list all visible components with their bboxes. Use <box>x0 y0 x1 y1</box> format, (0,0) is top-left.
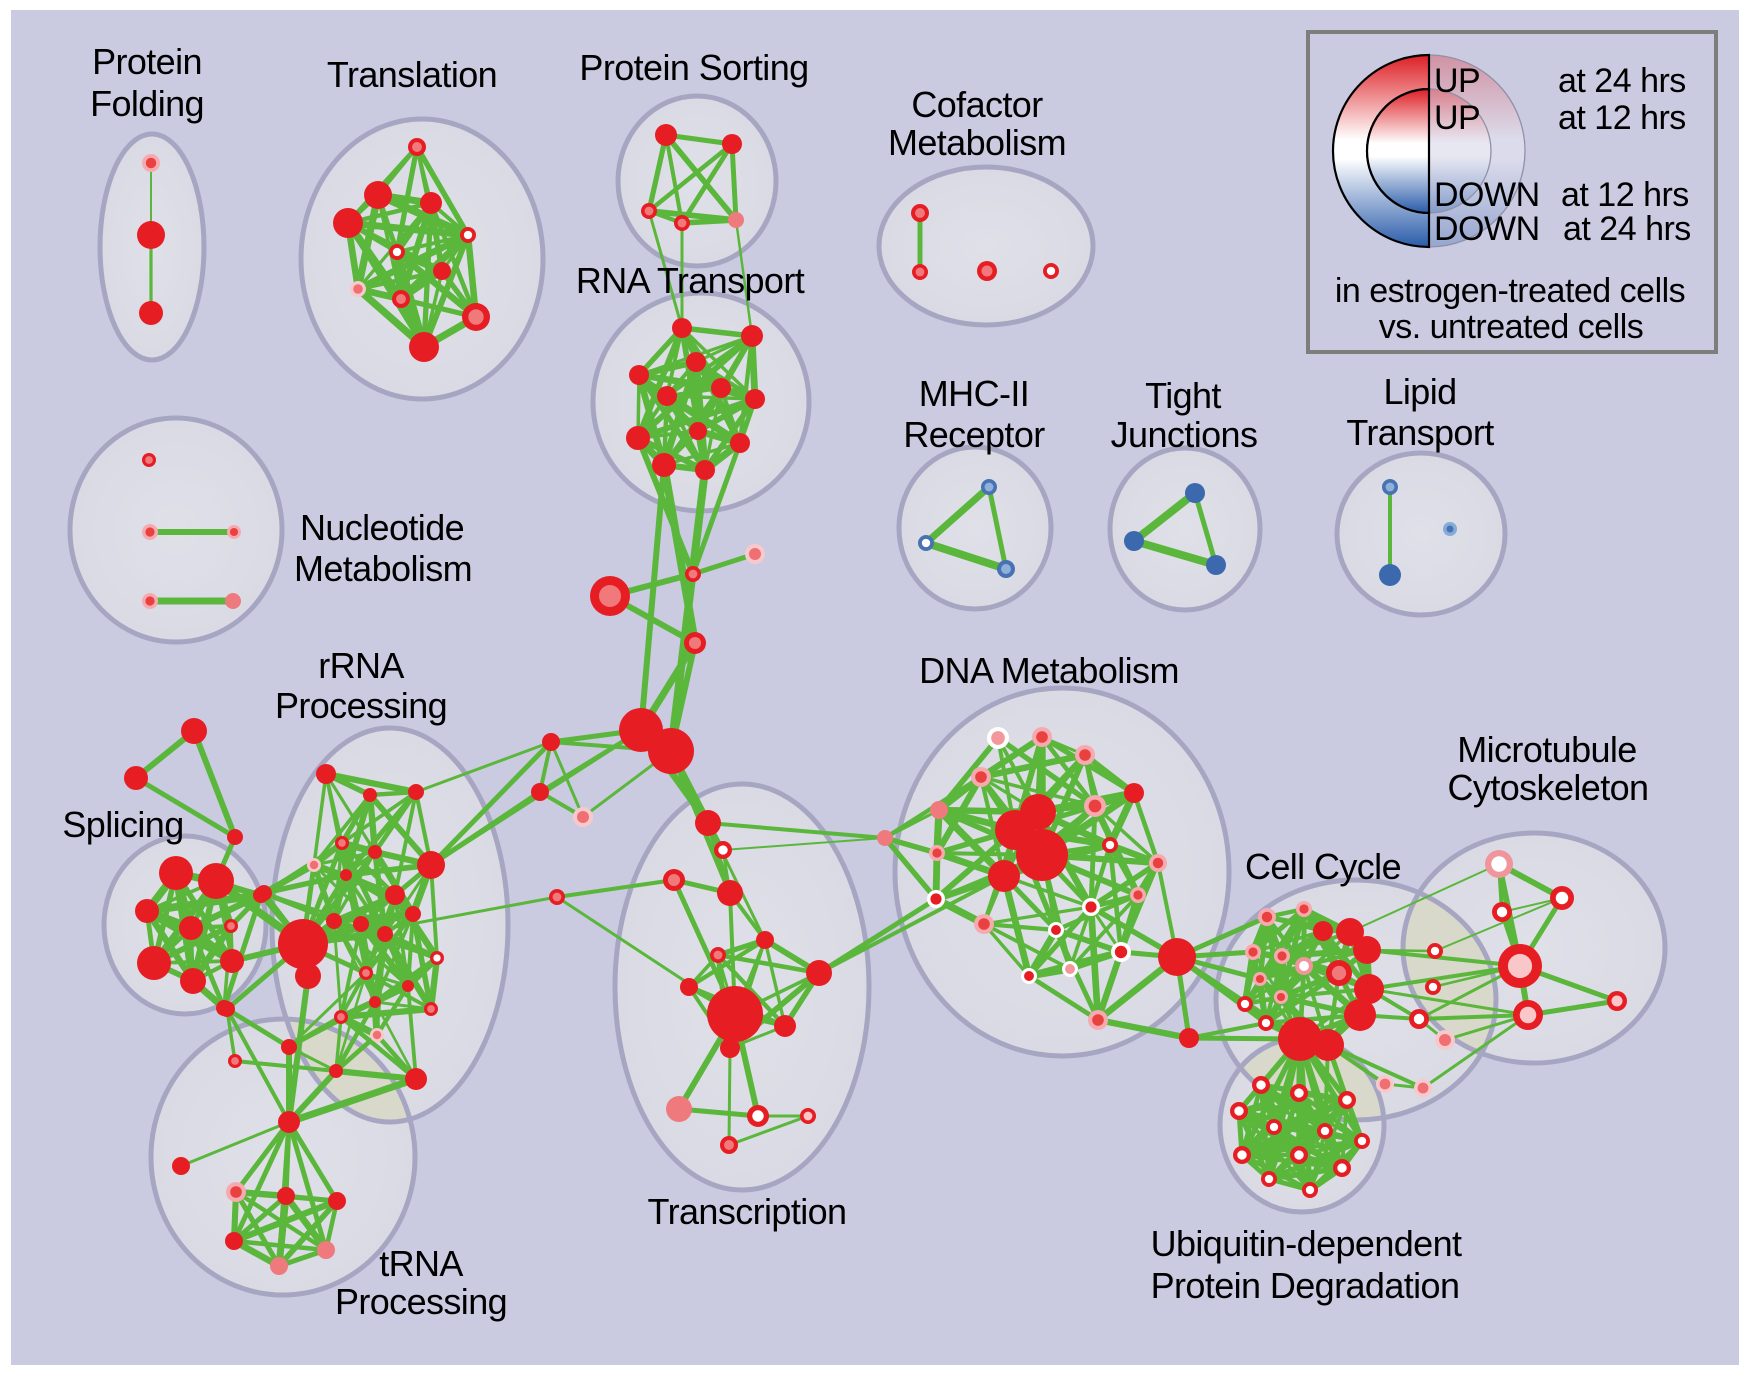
svg-text:Transcription: Transcription <box>648 1191 847 1232</box>
svg-text:tRNA: tRNA <box>379 1243 463 1284</box>
svg-text:DOWN: DOWN <box>1434 210 1540 248</box>
svg-text:Cell Cycle: Cell Cycle <box>1245 846 1401 887</box>
svg-text:DOWN: DOWN <box>1434 176 1540 214</box>
svg-text:UP: UP <box>1434 62 1480 100</box>
svg-text:in estrogen-treated cells: in estrogen-treated cells <box>1335 272 1685 310</box>
svg-text:Tight: Tight <box>1145 375 1221 416</box>
svg-text:DNA Metabolism: DNA Metabolism <box>919 650 1179 691</box>
svg-text:vs. untreated cells: vs. untreated cells <box>1379 308 1644 346</box>
svg-text:RNA Transport: RNA Transport <box>576 260 805 301</box>
svg-text:Receptor: Receptor <box>903 414 1045 455</box>
svg-text:Cofactor: Cofactor <box>911 84 1043 125</box>
svg-text:Protein Degradation: Protein Degradation <box>1151 1265 1460 1306</box>
svg-text:Translation: Translation <box>327 54 497 95</box>
svg-text:Protein Sorting: Protein Sorting <box>579 47 808 88</box>
svg-text:UP: UP <box>1434 99 1480 137</box>
svg-text:Nucleotide: Nucleotide <box>300 507 464 548</box>
svg-text:Microtubule: Microtubule <box>1457 729 1636 770</box>
svg-text:Processing: Processing <box>275 685 447 726</box>
svg-text:Protein: Protein <box>92 41 202 82</box>
svg-text:Processing: Processing <box>335 1281 507 1322</box>
svg-text:at 24 hrs: at 24 hrs <box>1558 62 1686 100</box>
svg-text:at 24 hrs: at 24 hrs <box>1563 210 1691 248</box>
svg-text:Metabolism: Metabolism <box>888 122 1066 163</box>
svg-text:at 12 hrs: at 12 hrs <box>1561 176 1689 214</box>
svg-text:Folding: Folding <box>90 83 204 124</box>
svg-text:at 12 hrs: at 12 hrs <box>1558 99 1686 137</box>
svg-text:Cytoskeleton: Cytoskeleton <box>1448 767 1649 808</box>
svg-text:Metabolism: Metabolism <box>294 548 472 589</box>
svg-text:Ubiquitin-dependent: Ubiquitin-dependent <box>1151 1223 1462 1264</box>
svg-text:Junctions: Junctions <box>1111 414 1258 455</box>
svg-text:rRNA: rRNA <box>318 645 404 686</box>
svg-text:Transport: Transport <box>1346 412 1494 453</box>
svg-text:Lipid: Lipid <box>1383 371 1456 412</box>
svg-text:MHC-II: MHC-II <box>919 373 1029 414</box>
svg-text:Splicing: Splicing <box>62 804 183 845</box>
